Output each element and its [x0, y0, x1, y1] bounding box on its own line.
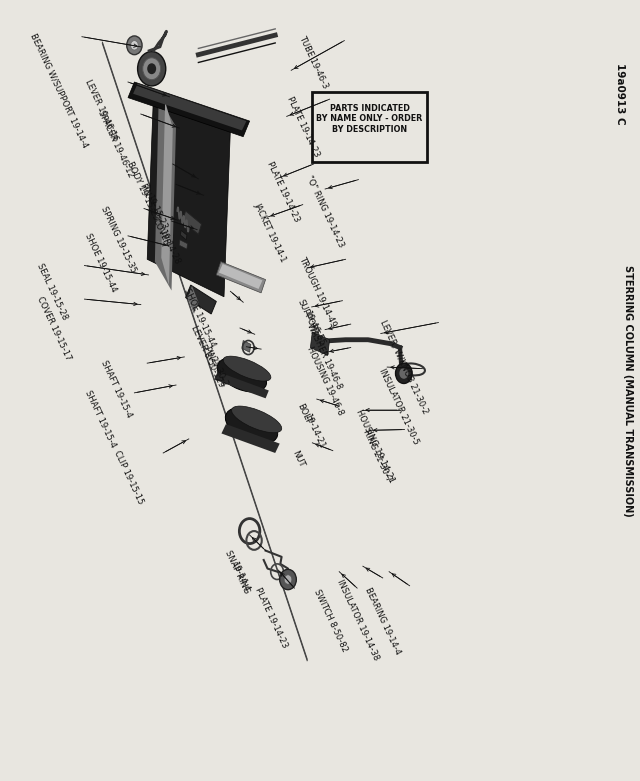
Polygon shape [216, 262, 266, 293]
Text: SEAL 19-15-28: SEAL 19-15-28 [35, 262, 69, 321]
Circle shape [143, 58, 161, 80]
Text: NUT: NUT [290, 449, 305, 469]
Text: LEVER 19-46-16: LEVER 19-46-16 [83, 78, 120, 143]
Circle shape [284, 575, 292, 584]
Text: INSULATOR 19-14-38: INSULATOR 19-14-38 [335, 578, 380, 662]
Text: INSULATOR 21-30-5: INSULATOR 21-30-5 [378, 367, 420, 446]
Polygon shape [186, 285, 216, 314]
Ellipse shape [232, 406, 282, 433]
Text: RING 21-30-7: RING 21-30-7 [362, 428, 394, 483]
Text: BEARING 19-14-4: BEARING 19-14-4 [364, 586, 403, 656]
Text: SHOE 19-15-44: SHOE 19-15-44 [182, 287, 218, 349]
Polygon shape [214, 372, 269, 398]
Circle shape [138, 52, 166, 86]
Polygon shape [182, 211, 202, 234]
Text: 19-15-23: 19-15-23 [144, 193, 168, 231]
Text: TROUGH 19-14-49: TROUGH 19-14-49 [298, 255, 338, 329]
Text: 19-14-28: 19-14-28 [157, 228, 181, 266]
Circle shape [127, 36, 142, 55]
Text: LEVER, W/KNOB 21-30-2: LEVER, W/KNOB 21-30-2 [378, 319, 429, 415]
Text: STERRING COLUMN (MANUAL TRANSMISSION): STERRING COLUMN (MANUAL TRANSMISSION) [623, 265, 634, 516]
Text: 21-30-2: 21-30-2 [208, 355, 230, 389]
Circle shape [131, 41, 138, 50]
Circle shape [399, 368, 408, 379]
Text: SPRING 19-15-35: SPRING 19-15-35 [99, 205, 138, 273]
Text: PLATE 19-14-23: PLATE 19-14-23 [253, 586, 289, 649]
Ellipse shape [225, 408, 278, 444]
Polygon shape [179, 240, 188, 249]
Circle shape [147, 63, 156, 74]
Text: COVER 19-15-17: COVER 19-15-17 [35, 295, 73, 362]
Text: HOUSING 19-46-8: HOUSING 19-46-8 [305, 345, 345, 417]
Text: HOUSING 19-14-21: HOUSING 19-14-21 [354, 408, 396, 484]
Text: PARTS INDICATED
BY NAME ONLY - ORDER
BY DESCRIPTION: PARTS INDICATED BY NAME ONLY - ORDER BY … [316, 104, 423, 134]
Polygon shape [147, 92, 230, 297]
Polygon shape [161, 102, 173, 285]
Text: 19-46-55: 19-46-55 [302, 308, 326, 347]
Polygon shape [219, 264, 262, 289]
Ellipse shape [218, 358, 266, 392]
Polygon shape [242, 341, 251, 352]
Text: SHAFT 19-15-4: SHAFT 19-15-4 [83, 389, 118, 449]
Polygon shape [133, 84, 246, 130]
Text: BOLT: BOLT [296, 402, 313, 425]
Text: TUBE 19-46-3: TUBE 19-46-3 [298, 34, 330, 90]
Text: BEARING W/SUPPORT 19-14-4: BEARING W/SUPPORT 19-14-4 [29, 31, 90, 148]
Text: SWITCH 8-50-82: SWITCH 8-50-82 [312, 588, 349, 654]
Text: 19-14-4: 19-14-4 [229, 560, 251, 593]
Ellipse shape [223, 356, 271, 381]
Text: COVER: COVER [150, 217, 171, 248]
Text: SPACER 19-46-12: SPACER 19-46-12 [96, 109, 135, 179]
Text: BODY 19-15-23: BODY 19-15-23 [125, 160, 160, 222]
Text: PIN: PIN [202, 345, 216, 362]
Polygon shape [221, 424, 280, 453]
Polygon shape [128, 82, 250, 137]
Text: WASHER 19-46-8: WASHER 19-46-8 [305, 322, 344, 390]
Text: SNAP RING: SNAP RING [223, 549, 250, 595]
Text: SHOE 19-15-44: SHOE 19-15-44 [83, 232, 118, 294]
Text: SUPPORT: SUPPORT [296, 298, 320, 337]
Text: "O" RING 19-14-23: "O" RING 19-14-23 [304, 174, 345, 249]
Circle shape [396, 363, 412, 383]
Polygon shape [180, 230, 187, 240]
Text: PIN: PIN [138, 182, 152, 198]
Text: JACKET 19-14-1: JACKET 19-14-1 [253, 201, 288, 264]
Text: SHAFT 19-15-4: SHAFT 19-15-4 [99, 359, 134, 419]
Text: LEVER 8-50-129: LEVER 8-50-129 [189, 324, 225, 389]
FancyBboxPatch shape [312, 92, 427, 162]
Text: CLIP 19-15-15: CLIP 19-15-15 [112, 449, 145, 506]
Text: 19a0913 C: 19a0913 C [614, 63, 625, 124]
Circle shape [280, 569, 296, 590]
Polygon shape [188, 286, 198, 314]
Polygon shape [155, 98, 176, 291]
Text: 19-14-21: 19-14-21 [302, 412, 326, 451]
Polygon shape [310, 332, 330, 355]
Text: PLATE 19-14-23: PLATE 19-14-23 [285, 95, 321, 159]
Text: PLATE 19-14-23: PLATE 19-14-23 [266, 160, 301, 223]
